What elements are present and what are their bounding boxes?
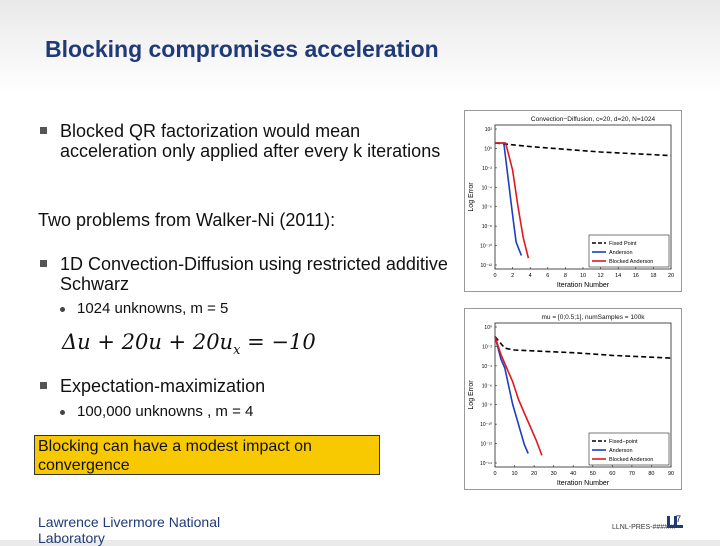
legend-label: Blocked Anderson — [609, 457, 653, 463]
equation-rhs: = −10 — [240, 330, 316, 354]
sub-bullet-convection: 1024 unknowns, m = 5 — [60, 300, 228, 317]
sub-bullet-dot-icon — [60, 306, 65, 312]
legend-label: Anderson — [609, 448, 633, 454]
x-tick-label: 80 — [648, 471, 654, 477]
y-tick-label: 10⁻¹² — [480, 263, 492, 269]
plot-convection-diffusion: Convection−Diffusion, c=20, d=20, N=1024… — [464, 110, 682, 292]
bullet-text: 1D Convection-Diffusion using restricted… — [60, 254, 448, 294]
bullet-convection: 1D Convection-Diffusion using restricted… — [40, 254, 460, 294]
chart-title: mu = [0;0.5;1], numSamples = 100k — [542, 314, 646, 321]
slide-title: Blocking compromises acceleration — [45, 36, 439, 62]
chart-svg: Convection−Diffusion, c=20, d=20, N=1024… — [468, 116, 674, 289]
x-tick-label: 50 — [590, 471, 596, 477]
chart-title: Convection−Diffusion, c=20, d=20, N=1024 — [531, 116, 656, 123]
y-tick-label: 10⁻⁶ — [482, 383, 492, 389]
y-tick-label: 10⁻⁴ — [482, 364, 492, 370]
y-tick-label: 10⁻⁴ — [482, 185, 492, 191]
x-tick-label: 2 — [511, 273, 514, 279]
x-tick-label: 18 — [650, 273, 656, 279]
y-tick-label: 10⁻¹⁴ — [480, 461, 492, 467]
x-tick-label: 4 — [529, 273, 532, 279]
x-tick-label: 40 — [570, 471, 576, 477]
x-tick-label: 8 — [564, 273, 567, 279]
x-tick-label: 6 — [546, 273, 549, 279]
bullet-square-icon — [40, 382, 47, 389]
y-tick-label: 10⁻¹² — [480, 442, 492, 448]
chart-svg: mu = [0;0.5;1], numSamples = 100k Iterati… — [468, 314, 674, 487]
x-tick-label: 14 — [615, 273, 621, 279]
x-tick-label: 12 — [598, 273, 604, 279]
y-tick-label: 10² — [485, 127, 493, 133]
equation: Δu + 20u + 20ux = −10 — [62, 330, 316, 358]
legend-label: Anderson — [609, 250, 633, 256]
intro-text: Two problems from Walker-Ni (2011): — [38, 210, 336, 230]
series-line-blocked-anderson — [494, 336, 543, 456]
x-tick-label: 90 — [668, 471, 674, 477]
x-tick-label: 0 — [493, 471, 496, 477]
footer-lab-name: Lawrence Livermore National Laboratory — [38, 514, 221, 546]
y-tick-label: 10⁰ — [484, 325, 492, 331]
y-tick-label: 10⁻⁸ — [482, 224, 492, 230]
sub-bullet-text: 1024 unknowns, m = 5 — [77, 300, 229, 317]
sub-bullet-em: 100,000 unknowns , m = 4 — [60, 403, 253, 420]
llnl-logo-icon — [667, 516, 683, 528]
bullet-square-icon — [40, 127, 47, 134]
series-line-anderson — [494, 336, 529, 454]
sub-bullet-text: 100,000 unknowns , m = 4 — [77, 403, 254, 420]
x-tick-label: 20 — [668, 273, 674, 279]
x-tick-label: 0 — [493, 273, 496, 279]
y-tick-label: 10⁰ — [484, 146, 492, 152]
y-axis-label: Log Error — [468, 182, 475, 212]
page-number: 7 — [676, 514, 682, 524]
series-line-fixed-point — [494, 142, 672, 157]
x-axis-label: Iteration Number — [557, 480, 610, 487]
legend-label: Blocked Anderson — [609, 259, 653, 265]
x-tick-label: 60 — [609, 471, 615, 477]
bullet-square-icon — [40, 260, 47, 267]
series-line-fixed-point — [494, 335, 672, 359]
sub-bullet-dot-icon — [60, 409, 65, 415]
y-tick-label: 10⁻¹⁰ — [480, 422, 492, 428]
x-tick-label: 10 — [580, 273, 586, 279]
y-axis-label: Log Error — [468, 380, 475, 410]
bullet-blocked-qr: Blocked QR factorization would mean acce… — [40, 121, 460, 161]
y-tick-label: 10⁻¹⁰ — [480, 244, 492, 250]
y-tick-label: 10⁻² — [482, 344, 492, 350]
x-axis-label: Iteration Number — [557, 282, 610, 289]
y-tick-label: 10⁻² — [482, 166, 492, 172]
x-tick-label: 10 — [511, 471, 517, 477]
x-tick-label: 70 — [629, 471, 635, 477]
series-line-blocked-anderson — [495, 142, 530, 259]
bullet-text: Blocked QR factorization would mean acce… — [60, 121, 441, 161]
doc-code: LLNL-PRES-###### — [612, 524, 676, 531]
x-tick-label: 20 — [531, 471, 537, 477]
y-tick-label: 10⁻⁸ — [482, 403, 492, 409]
y-tick-label: 10⁻⁶ — [482, 205, 492, 211]
legend-label: Fixed Point — [609, 241, 637, 247]
x-tick-label: 16 — [633, 273, 639, 279]
equation-lhs: Δu + 20u + 20u — [62, 330, 234, 354]
highlight-box: Blocking can have a modest impact on con… — [34, 435, 380, 475]
plot-expectation-maximization: mu = [0;0.5;1], numSamples = 100k Iterati… — [464, 308, 682, 490]
legend-label: Fixed−point — [609, 439, 638, 445]
x-tick-label: 30 — [551, 471, 557, 477]
bullet-em: Expectation-maximization — [40, 376, 460, 396]
bullet-text: Expectation-maximization — [60, 376, 266, 396]
equation-subscript: x — [233, 343, 241, 359]
